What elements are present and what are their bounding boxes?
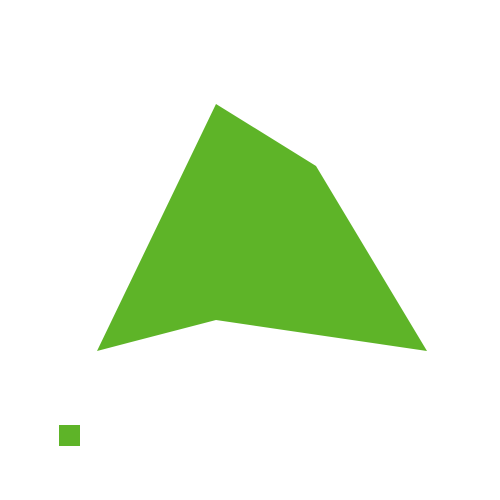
green-polygon-shape bbox=[97, 104, 427, 351]
green-square-marker bbox=[59, 425, 80, 446]
